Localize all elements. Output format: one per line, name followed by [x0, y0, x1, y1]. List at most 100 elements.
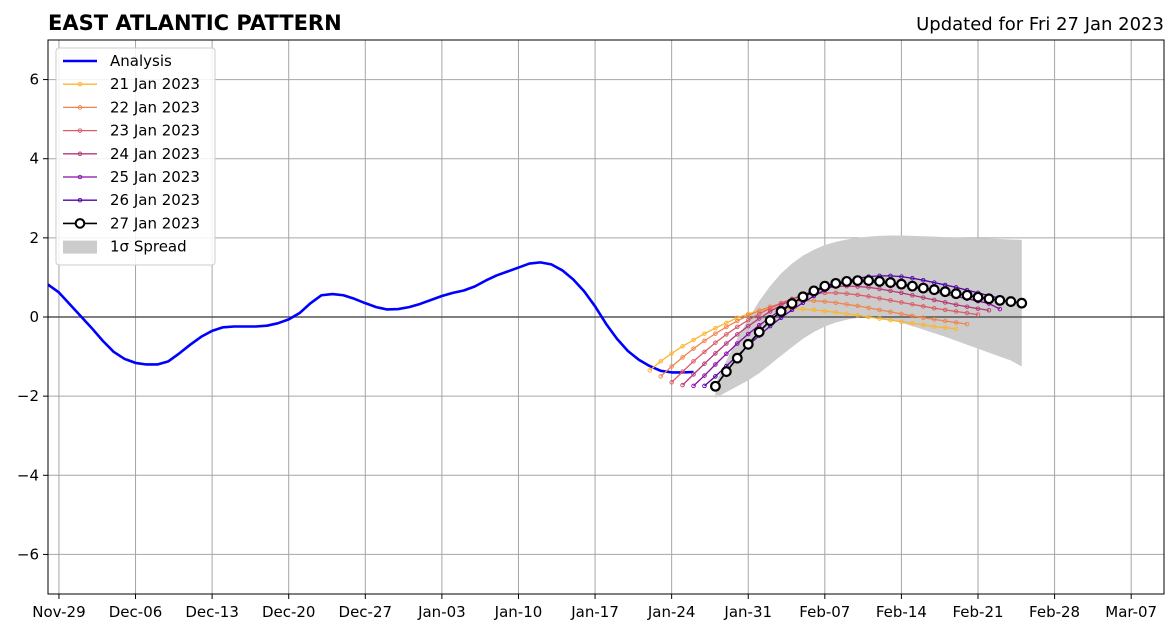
main-forecast-point [830, 277, 842, 289]
plot-frame [47, 39, 1165, 595]
forecast-point [767, 309, 773, 314]
forecast-point [975, 312, 981, 317]
legend-swatch-spread [63, 240, 97, 254]
x-tick-label: Nov-29 [32, 603, 85, 621]
main-forecast-point [950, 288, 962, 300]
forecast-point [855, 313, 860, 318]
x-tick-label: Jan-31 [723, 603, 772, 621]
forecast-point [691, 337, 696, 343]
forecast-point [888, 288, 893, 294]
forecast-point [844, 302, 849, 307]
legend-swatch-marker [77, 151, 83, 157]
forecast-point [735, 341, 740, 346]
forecast-point [724, 351, 729, 357]
legend-box [55, 47, 216, 266]
x-tick-label: Feb-07 [799, 603, 850, 621]
legend-label: 21 Jan 2023 [110, 75, 200, 93]
x-tick-label: Feb-14 [876, 603, 927, 621]
legend[interactable]: Analysis 21 Jan 2023 22 Jan 2023 23 Jan 202… [55, 47, 216, 266]
forecast-point [833, 300, 839, 306]
forecast-point [964, 304, 970, 309]
main-forecast-point [1016, 297, 1028, 309]
main-forecast-point [841, 275, 853, 287]
main-forecast-point [775, 306, 787, 317]
main-forecast-point [720, 366, 732, 378]
x-tick-label: Dec-27 [339, 603, 393, 621]
y-tick-label: −6 [17, 545, 39, 563]
forecast-point [899, 319, 904, 324]
forecast-point [800, 306, 806, 312]
forecast-point [942, 318, 948, 324]
forecast-point [833, 310, 839, 315]
forecast-point [691, 359, 696, 364]
main-forecast-point [1005, 296, 1017, 307]
forecast-point [691, 346, 696, 351]
forecast-point [866, 305, 871, 311]
forecast-point [702, 383, 707, 389]
forecast-point [669, 364, 674, 369]
forecast-point [658, 359, 663, 364]
main-forecast-point [863, 275, 874, 286]
forecast-point [921, 315, 926, 321]
legend-swatch-marker [74, 218, 86, 229]
main-forecast-point [731, 352, 743, 364]
legend-label: 23 Jan 2023 [110, 122, 200, 140]
series-group [47, 261, 1028, 392]
forecast-point [964, 310, 970, 316]
x-tick-label: Jan-10 [494, 603, 543, 621]
forecast-point [877, 316, 882, 321]
forecast-point [811, 307, 817, 313]
forecast-point [756, 311, 762, 317]
forecast-point [975, 306, 981, 311]
x-tick-label: Feb-21 [952, 603, 1003, 621]
forecast-point [899, 311, 904, 317]
legend-label: 24 Jan 2023 [110, 145, 200, 163]
legend-label: 1σ Spread [110, 238, 187, 256]
forecast-point [921, 304, 926, 309]
forecast-point [811, 298, 817, 304]
forecast-point [921, 295, 926, 300]
forecast-point [724, 324, 729, 330]
forecast-point [910, 313, 915, 319]
forecast-line-2 [671, 292, 979, 383]
forecast-point [735, 324, 740, 330]
forecast-point [702, 331, 707, 336]
forecast-point [953, 320, 959, 325]
forecast-point [669, 380, 674, 385]
forecast-point [931, 306, 937, 311]
forecast-point [713, 340, 718, 345]
x-tick-label: Dec-06 [109, 603, 163, 621]
forecast-line-1 [660, 300, 968, 377]
forecast-point [669, 351, 674, 356]
forecast-point [724, 332, 729, 337]
forecast-point [986, 308, 992, 313]
main-forecast-point [753, 326, 765, 338]
forecast-point [877, 296, 882, 301]
main-forecast-point [917, 282, 929, 294]
forecast-point [724, 341, 729, 346]
forecast-point [931, 317, 937, 322]
forecast-point [713, 351, 718, 356]
main-forecast-point [928, 284, 940, 296]
forecast-point [877, 286, 882, 292]
main-forecast-point [994, 294, 1006, 306]
forecast-point [680, 355, 685, 360]
forecast-point [866, 294, 871, 299]
forecast-point [680, 382, 685, 388]
y-tick-label: −4 [17, 466, 39, 484]
main-forecast-point [819, 280, 831, 292]
legend-swatch-marker [77, 105, 83, 110]
forecast-point [745, 313, 751, 318]
forecast-point [702, 373, 707, 378]
x-tick-label: Feb-28 [1029, 603, 1080, 621]
forecast-point [888, 317, 893, 323]
forecast-point [953, 309, 959, 314]
legend-swatch-marker [77, 128, 83, 133]
y-tick-label: 2 [29, 229, 39, 247]
forecast-point [822, 308, 828, 314]
forecast-point [844, 291, 849, 296]
y-tick-label: −2 [17, 387, 39, 405]
main-forecast-point [852, 275, 864, 286]
forecast-point [855, 292, 860, 298]
